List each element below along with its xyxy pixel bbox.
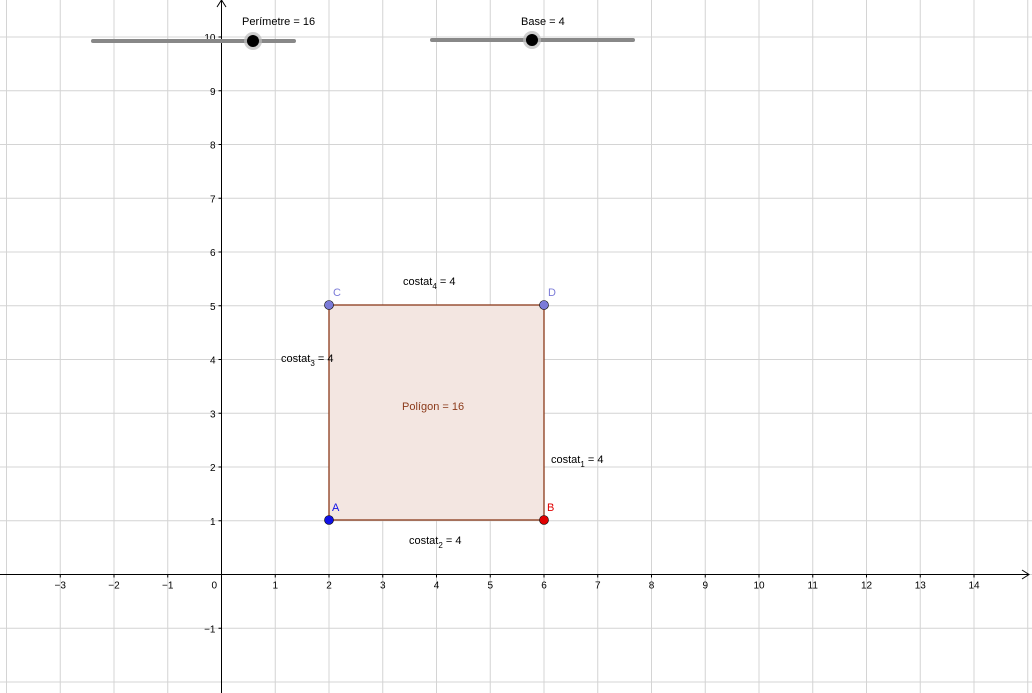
point-b-marker[interactable] <box>539 515 549 525</box>
point-d[interactable]: D <box>539 287 557 310</box>
costat2-label: costat2 = 4 <box>409 535 461 550</box>
point-b-label: B <box>547 502 554 514</box>
x-tick-label: 3 <box>380 581 386 592</box>
costat3-name: costat <box>281 353 310 365</box>
x-tick-label: 11 <box>808 581 819 592</box>
y-tick-label: 4 <box>210 356 216 367</box>
costat2-value: = 4 <box>443 535 462 547</box>
costat3-sub: 3 <box>310 359 315 368</box>
x-tick-label: 2 <box>326 581 332 592</box>
x-tick-label: 9 <box>702 581 708 592</box>
slider-base-label: Base = 4 <box>521 16 565 28</box>
costat4-name: costat <box>403 276 432 288</box>
x-tick-label: 5 <box>487 581 493 592</box>
x-tick-label: −1 <box>162 581 174 592</box>
costat1-value: = 4 <box>585 454 604 466</box>
x-tick-label: 8 <box>649 581 655 592</box>
costat4-value: = 4 <box>437 276 456 288</box>
polygon-square[interactable] <box>328 304 545 521</box>
slider-base[interactable]: Base = 4 <box>430 16 635 49</box>
x-tick-label: −2 <box>108 581 120 592</box>
point-a-marker[interactable] <box>324 515 334 525</box>
y-tick-label: −1 <box>204 624 216 635</box>
y-axis-arrow-icon <box>216 0 227 8</box>
slider-perimetre[interactable]: Perímetre = 16 <box>91 16 315 50</box>
costat1-sub: 1 <box>580 460 585 469</box>
x-tick-label: 6 <box>541 581 547 592</box>
x-tick-label: 13 <box>915 581 927 592</box>
x-tick-label: 10 <box>753 581 765 592</box>
x-tick-label: 0 <box>212 581 218 592</box>
y-tick-label: 1 <box>210 517 216 528</box>
x-axis-arrow-icon <box>1021 569 1030 580</box>
costat2-name: costat <box>409 535 438 547</box>
x-tick-label: 1 <box>272 581 278 592</box>
point-d-label: D <box>548 287 556 299</box>
x-tick-labels: −3 −2 −1 0 1 2 3 4 5 6 7 8 9 10 11 12 13 14 <box>55 574 980 592</box>
point-a-label: A <box>332 502 340 514</box>
slider-perimetre-handle[interactable] <box>247 35 259 47</box>
costat1-name: costat <box>551 454 580 466</box>
costat3-value: = 4 <box>315 353 334 365</box>
slider-base-handle[interactable] <box>526 34 538 46</box>
polygon-label: Polígon = 16 <box>402 401 464 413</box>
costat4-sub: 4 <box>432 282 437 291</box>
x-tick-label: 7 <box>595 581 601 592</box>
point-c-label: C <box>333 287 341 299</box>
x-tick-label: −3 <box>55 581 67 592</box>
point-b[interactable]: B <box>539 502 555 525</box>
x-tick-label: 4 <box>434 581 440 592</box>
point-a[interactable]: A <box>324 502 341 525</box>
point-d-marker[interactable] <box>539 300 549 310</box>
y-tick-label: 10 <box>204 33 216 44</box>
costat3-label: costat3 = 4 <box>281 353 333 368</box>
y-tick-labels: −1 1 2 3 4 5 6 7 8 9 10 <box>204 33 222 635</box>
slider-perimetre-label: Perímetre = 16 <box>242 16 315 28</box>
y-tick-label: 5 <box>210 302 216 313</box>
y-tick-label: 2 <box>210 463 216 474</box>
x-tick-label: 12 <box>861 581 873 592</box>
x-tick-label: 14 <box>968 581 980 592</box>
y-tick-label: 9 <box>210 87 216 98</box>
y-tick-label: 3 <box>210 409 216 420</box>
costat1-label: costat1 = 4 <box>551 454 603 469</box>
y-tick-label: 6 <box>210 248 216 259</box>
y-tick-label: 8 <box>210 141 216 152</box>
costat4-label: costat4 = 4 <box>403 276 455 291</box>
point-c-marker[interactable] <box>324 300 334 310</box>
y-tick-label: 7 <box>210 194 216 205</box>
costat2-sub: 2 <box>438 541 443 550</box>
point-c[interactable]: C <box>324 287 342 310</box>
